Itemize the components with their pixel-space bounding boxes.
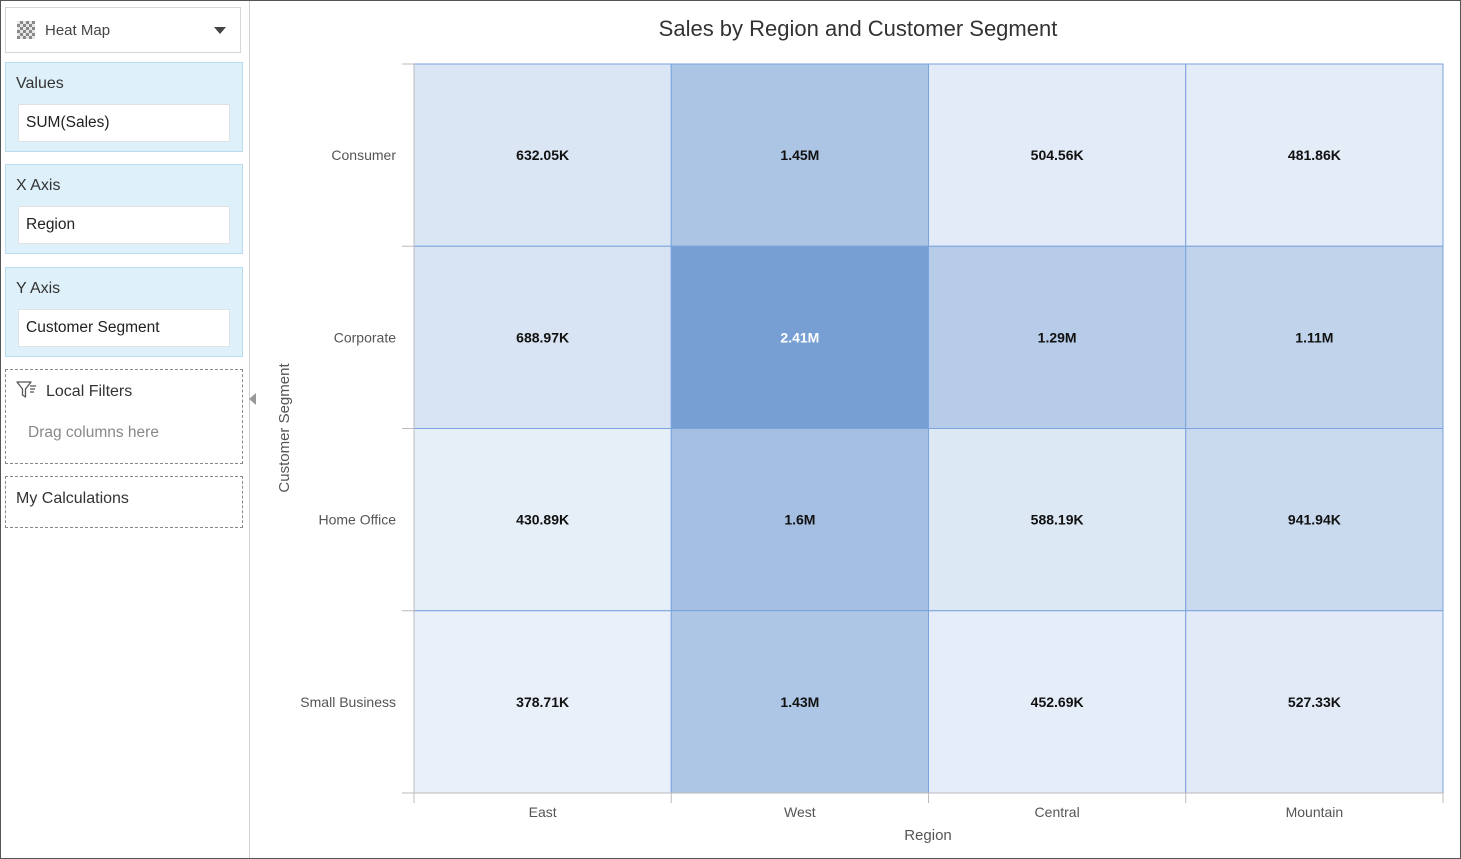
local-filters-hint: Drag columns here bbox=[28, 424, 159, 441]
heatmap-cell[interactable] bbox=[928, 245, 1187, 429]
heatmap-cell[interactable] bbox=[413, 63, 672, 247]
cell-value-label: 452.69K bbox=[1031, 694, 1084, 710]
cell-value-label: 504.56K bbox=[1031, 147, 1084, 163]
local-filters-title: Local Filters bbox=[46, 383, 133, 400]
heatmap-cell[interactable] bbox=[1185, 245, 1444, 429]
x-tick-label: East bbox=[529, 804, 557, 820]
heatmap-cell[interactable] bbox=[670, 63, 929, 247]
y-tick-label: Corporate bbox=[334, 329, 396, 345]
cell-value-label: 941.94K bbox=[1288, 512, 1341, 528]
cell-value-label: 632.05K bbox=[516, 147, 569, 163]
chart-title: Sales by Region and Customer Segment bbox=[659, 16, 1058, 41]
heatmap-cell[interactable] bbox=[413, 245, 672, 429]
chart-config-sidebar: Heat Map Values SUM(Sales) X Axis Region… bbox=[1, 1, 250, 858]
cell-value-label: 2.41M bbox=[780, 329, 819, 345]
cell-value-label: 1.45M bbox=[780, 147, 819, 163]
heatmap-cell[interactable] bbox=[670, 610, 929, 794]
checkerboard-icon bbox=[17, 21, 35, 39]
cell-value-label: 1.11M bbox=[1295, 329, 1333, 345]
heatmap-cell[interactable] bbox=[670, 245, 929, 429]
my-calculations-panel[interactable]: My Calculations bbox=[5, 476, 243, 528]
collapse-sidebar-icon[interactable] bbox=[249, 393, 256, 405]
y-tick-label: Home Office bbox=[318, 512, 396, 528]
cell-value-label: 527.33K bbox=[1288, 694, 1341, 710]
heatmap-cell[interactable] bbox=[928, 63, 1187, 247]
values-well-title: Values bbox=[16, 75, 64, 92]
values-well[interactable]: Values SUM(Sales) bbox=[5, 62, 243, 152]
y-axis-title: Customer Segment bbox=[276, 363, 293, 493]
heatmap-cell[interactable] bbox=[1185, 63, 1444, 247]
values-field-pill[interactable]: SUM(Sales) bbox=[18, 104, 230, 142]
cell-value-label: 1.29M bbox=[1038, 329, 1077, 345]
heatmap-cell[interactable] bbox=[1185, 610, 1444, 794]
heatmap-cell[interactable] bbox=[413, 428, 672, 612]
local-filters-dropzone[interactable]: Local Filters Drag columns here bbox=[5, 369, 243, 464]
x-axis-well[interactable]: X Axis Region bbox=[5, 164, 243, 254]
x-tick-label: Central bbox=[1035, 804, 1080, 820]
cell-value-label: 1.43M bbox=[780, 694, 819, 710]
y-axis-well[interactable]: Y Axis Customer Segment bbox=[5, 267, 243, 357]
y-axis-well-title: Y Axis bbox=[16, 280, 61, 297]
cell-value-label: 588.19K bbox=[1031, 512, 1084, 528]
chart-type-dropdown[interactable]: Heat Map bbox=[5, 7, 241, 53]
cell-value-label: 1.6M bbox=[784, 512, 815, 528]
filter-icon bbox=[16, 381, 36, 398]
heatmap-cell[interactable] bbox=[1185, 428, 1444, 612]
heatmap-cell[interactable] bbox=[928, 428, 1187, 612]
y-axis-field-pill[interactable]: Customer Segment bbox=[18, 309, 230, 347]
x-tick-label: West bbox=[784, 804, 816, 820]
heatmap-cell[interactable] bbox=[670, 428, 929, 612]
chevron-down-icon[interactable] bbox=[214, 26, 226, 34]
cell-value-label: 378.71K bbox=[516, 694, 569, 710]
x-axis-well-title: X Axis bbox=[16, 177, 61, 194]
x-axis-field-pill[interactable]: Region bbox=[18, 206, 230, 244]
chart-type-label: Heat Map bbox=[45, 21, 111, 39]
x-axis-title: Region bbox=[904, 827, 952, 844]
cell-value-label: 688.97K bbox=[516, 329, 569, 345]
x-tick-label: Mountain bbox=[1286, 804, 1344, 820]
y-tick-label: Consumer bbox=[331, 147, 396, 163]
y-tick-label: Small Business bbox=[300, 694, 396, 710]
cell-value-label: 481.86K bbox=[1288, 147, 1341, 163]
my-calculations-title: My Calculations bbox=[16, 490, 129, 507]
cell-value-label: 430.89K bbox=[516, 512, 569, 528]
